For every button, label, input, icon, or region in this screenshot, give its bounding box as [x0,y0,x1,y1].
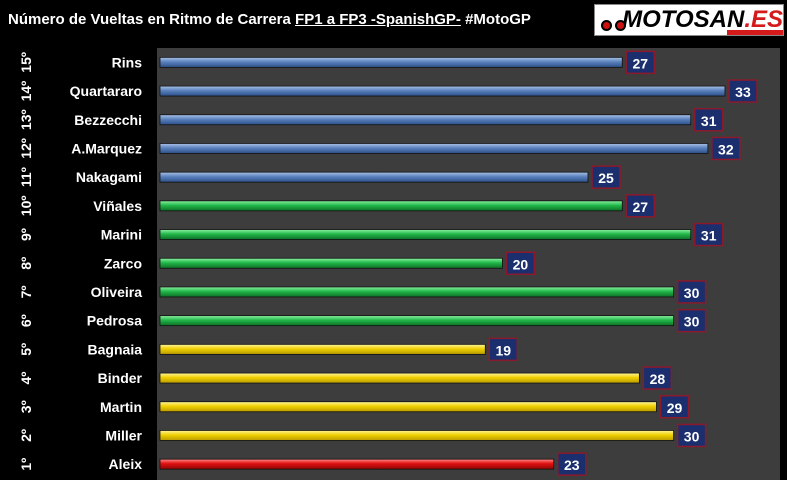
value-label-box [642,366,673,390]
rider-name-label: Quartararo [70,83,142,99]
bar-row: 3º Martin 29 [18,395,690,419]
bar-row: 10º Viñales 27 [18,194,655,218]
value-label: 23 [564,457,580,473]
bar [159,56,623,68]
rank-label: 8º [18,257,34,270]
rider-name-label: Aleix [109,456,143,472]
value-label: 28 [650,371,666,387]
value-label-box [676,423,707,448]
bar [159,430,674,441]
rider-name-label: Bagnaia [88,341,143,357]
bar [159,458,555,470]
value-label: 30 [684,285,700,301]
bar-row: 9º Marini 31 [18,222,724,247]
bar-row: 11º Nakagami 25 [18,165,621,189]
rank-label: 2º [18,429,34,442]
rank-label: 14º [18,81,34,102]
bar [159,229,692,240]
value-label: 33 [735,84,751,100]
value-label-box [693,222,724,247]
value-label: 27 [632,199,648,215]
value-label: 32 [718,141,734,157]
rider-name-label: Oliveira [91,284,143,300]
bar [159,286,674,298]
rider-name-label: Zarco [104,255,142,271]
bar [159,315,674,327]
value-label-box [625,194,655,218]
bar-row: 8º Zarco 20 [18,251,536,275]
bar-row: 14º Quartararo 33 [18,79,758,103]
value-label-box [591,165,621,189]
rank-label: 5º [18,343,34,356]
rider-name-label: Binder [98,370,143,386]
rank-label: 4º [18,372,34,385]
value-label: 29 [667,400,683,416]
rider-name-label: Rins [112,54,143,70]
rider-name-label: Pedrosa [87,313,142,329]
bar-row: 7º Oliveira 30 [18,280,707,304]
value-label: 25 [598,170,614,186]
title-text-session: FP1 a FP3 -SpanishGP- [295,11,461,28]
logo-stripe [727,30,783,35]
bar-row: 12º A.Marquez 32 [18,136,741,161]
rank-label: 13º [18,109,34,130]
motorbike-icon [601,9,626,31]
logo-wordmark: MOTOSAN.ES [622,6,783,33]
motosan-logo: MOTOSAN.ES [594,4,784,36]
bar [159,200,623,212]
bar-row: 4º Binder 28 [18,366,673,390]
value-label: 30 [684,428,700,444]
rank-label: 6º [18,314,34,327]
bar-row: 2º Miller 30 [18,423,707,448]
value-label: 31 [701,228,717,244]
bar [159,143,709,154]
bar [159,114,692,126]
rank-label: 11º [18,167,34,187]
value-label-box [659,395,690,419]
bar [159,257,503,269]
value-label-box [711,136,741,161]
value-label-box [676,280,707,304]
rank-label: 12º [18,138,34,159]
bar [159,85,726,97]
rider-name-label: Viñales [93,198,142,214]
rank-label: 7º [18,285,34,298]
title-text-hashtag: #MotoGP [460,11,531,28]
value-label-box [557,452,587,476]
value-label-box [625,50,655,75]
bar [159,343,486,355]
bar-row: 13º Bezzecchi 31 [18,108,724,132]
rider-name-label: Marini [101,227,142,243]
bar-row: 15º Rins 27 [18,50,655,75]
rank-label: 9º [18,228,34,241]
rank-label: 3º [18,400,34,413]
rider-name-label: Martin [100,399,142,415]
rank-label: 1º [18,458,34,471]
bar [159,171,589,183]
value-label-box [693,108,724,132]
bar-row: 5º Bagnaia 19 [18,337,519,362]
title-text-main: Número de Vueltas en Ritmo de Carrera [8,11,296,28]
chart-title: Número de Vueltas en Ritmo de Carrera FP… [8,11,531,28]
value-label-box [728,79,758,103]
value-label: 19 [495,342,511,358]
rider-name-label: Miller [105,427,142,443]
rank-label: 10º [18,196,34,217]
rider-name-label: Nakagami [76,169,142,185]
value-label-box [505,251,536,275]
bar [159,401,657,413]
rank-label: 15º [18,52,34,73]
value-label-box [488,337,519,362]
rider-name-label: A.Marquez [71,140,142,156]
value-label: 31 [701,113,717,129]
bar [159,372,640,384]
bar-row: 6º Pedrosa 30 [18,308,707,333]
rider-name-label: Bezzecchi [74,112,142,128]
bar-row: 1º Aleix 23 [18,452,587,476]
value-label: 27 [632,55,648,71]
value-label-box [676,308,707,333]
value-label: 30 [684,314,700,330]
value-label: 20 [513,256,529,272]
